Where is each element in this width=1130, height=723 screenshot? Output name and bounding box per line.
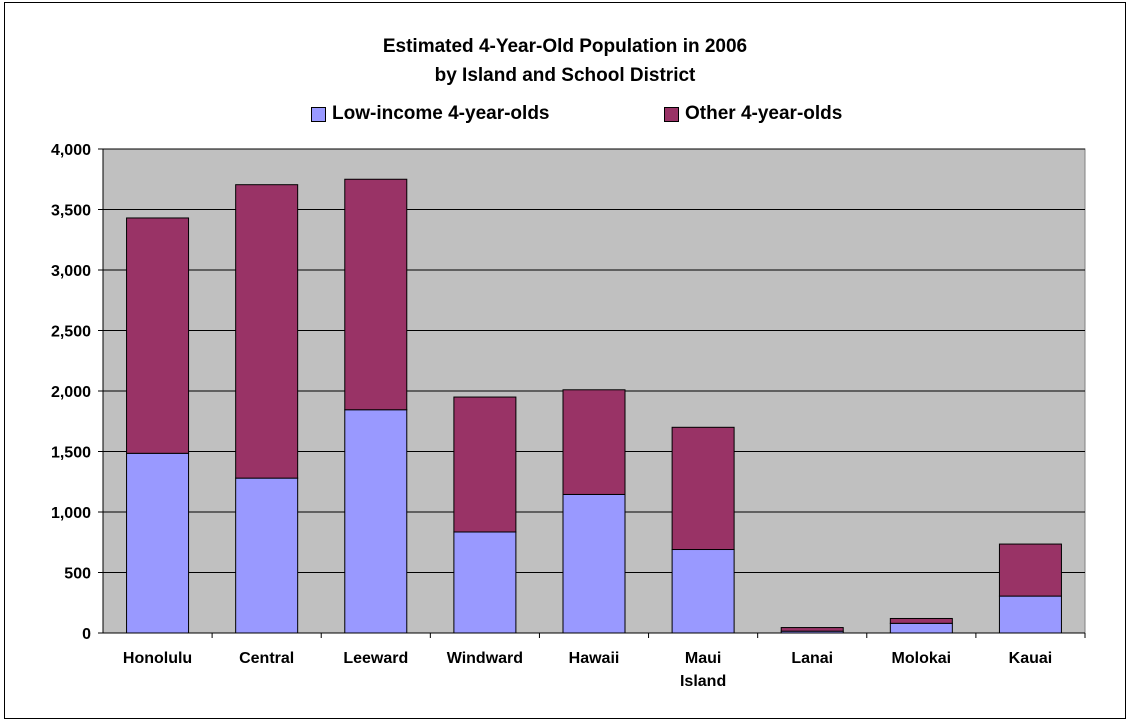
bar-low-income (344, 409, 408, 634)
legend-swatch-low-income (311, 106, 326, 122)
y-tick-label: 2,500 (51, 324, 91, 341)
legend-label-other: Other 4-year-olds (685, 103, 843, 124)
bar-other (453, 396, 517, 533)
chart-title-line-2: by Island and School District (434, 65, 696, 86)
x-tick-label: Hawaii (569, 650, 620, 667)
chart-title-line-1: Estimated 4-Year-Old Population in 2006 (382, 36, 748, 57)
bar-low-income (453, 531, 517, 634)
bar-low-income (998, 595, 1062, 634)
legend-item-low-income: Low-income 4-year-olds (311, 103, 550, 125)
x-tick-label: Island (680, 673, 726, 690)
y-tick-label: 3,500 (51, 203, 91, 220)
bar-other (780, 627, 844, 632)
x-tick-label: Maui (685, 650, 721, 667)
legend-item-other: Other 4-year-olds (664, 103, 842, 125)
y-tick-label: 1,500 (51, 445, 91, 462)
x-tick-label: Lanai (791, 650, 833, 667)
y-tick-label: 3,000 (51, 263, 91, 280)
bar-low-income (889, 622, 953, 634)
x-tick-label: Molokai (892, 650, 952, 667)
x-tick-label: Kauai (1009, 650, 1053, 667)
x-tick-label: Leeward (343, 650, 408, 667)
x-tick-label: Windward (447, 650, 523, 667)
y-tick-label: 500 (64, 566, 91, 583)
legend-label-low-income: Low-income 4-year-olds (332, 103, 550, 124)
bar-other (126, 217, 190, 454)
y-tick-label: 4,000 (51, 142, 91, 159)
x-tick-label: Honolulu (123, 650, 192, 667)
bar-other (998, 543, 1062, 597)
bar-low-income (235, 477, 299, 634)
legend-swatch-other (664, 106, 679, 122)
x-tick-label: Central (239, 650, 294, 667)
bar-low-income (671, 549, 735, 634)
bar-low-income (562, 493, 626, 634)
y-tick-label: 1,000 (51, 505, 91, 522)
bar-other (344, 178, 408, 411)
bar-other (889, 617, 953, 624)
bar-other (235, 184, 299, 479)
bar-low-income (126, 452, 190, 634)
y-tick-label: 0 (82, 626, 91, 643)
bar-other (671, 426, 735, 551)
chart-title: Estimated 4-Year-Old Population in 2006 … (0, 32, 1130, 90)
y-tick-label: 2,000 (51, 384, 91, 401)
bar-other (562, 389, 626, 495)
